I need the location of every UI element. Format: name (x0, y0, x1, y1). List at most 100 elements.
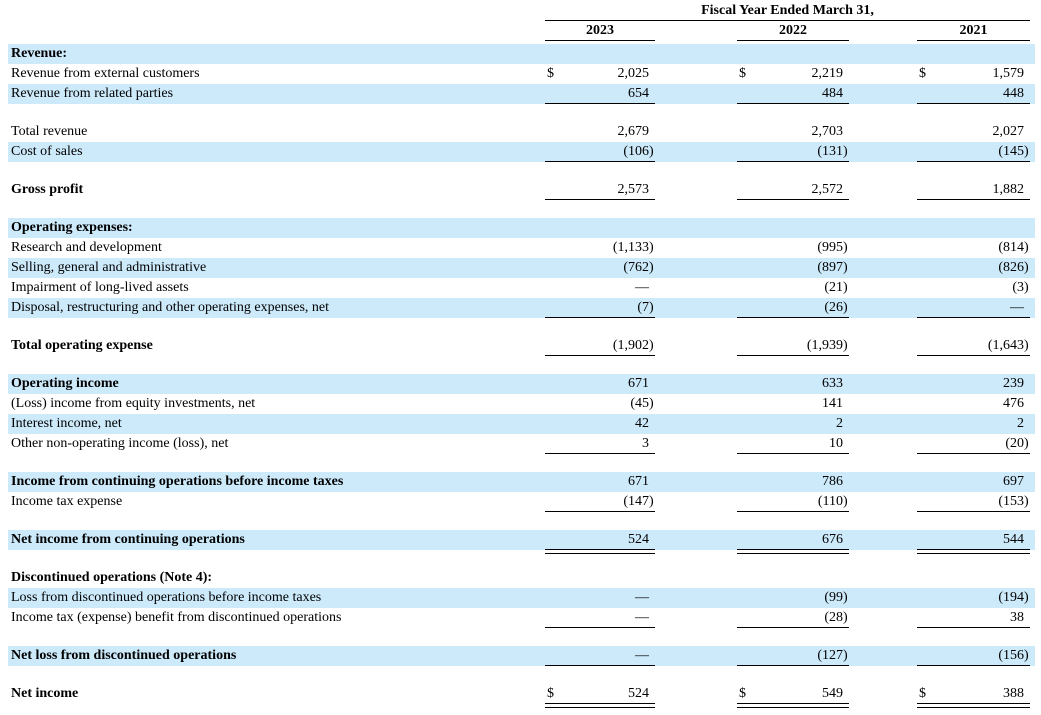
year-column-2022: 2022 (737, 21, 849, 41)
dollar-sign (737, 588, 739, 608)
dollar-sign (737, 278, 739, 298)
column-gap (655, 180, 737, 200)
value-text: (145) (998, 144, 1029, 159)
value-cell-2023: (762) (545, 258, 655, 278)
value-text: 2,025 (617, 66, 650, 81)
value-text: — (635, 648, 649, 663)
value-cell-2023 (545, 44, 655, 64)
dollar-sign: $ (919, 66, 926, 81)
year-columns-row: 2023 2022 2021 (8, 21, 1035, 41)
fiscal-year-header: Fiscal Year Ended March 31, (545, 2, 1030, 21)
column-gap (849, 278, 917, 298)
table-row: Income from continuing operations before… (8, 472, 1035, 492)
row-label: Research and development (11, 240, 162, 255)
value-cell-2023: 524 (545, 530, 655, 554)
table-row: Loss from discontinued operations before… (8, 588, 1035, 608)
header-label-spacer (8, 21, 545, 41)
row-label: Impairment of long-lived assets (11, 280, 189, 295)
column-gap (655, 646, 737, 666)
column-gap (655, 142, 737, 162)
column-gap (849, 568, 917, 588)
value-cell-2023: — (545, 608, 655, 628)
value-text: 1,579 (992, 66, 1025, 81)
column-gap (655, 414, 737, 434)
value-cell-2022: 2,703 (737, 122, 849, 142)
dollar-sign (917, 414, 919, 434)
dollar-sign (545, 472, 547, 492)
value-cell-2023: — (545, 278, 655, 298)
dollar-sign (737, 122, 739, 142)
row-label: Discontinued operations (Note 4): (11, 570, 213, 585)
value-text (649, 44, 655, 64)
dollar-sign (737, 374, 739, 394)
table-row: Income tax (expense) benefit from discon… (8, 608, 1035, 628)
value-cell-2022: (127) (737, 646, 849, 666)
row-label: Revenue: (11, 46, 67, 61)
column-gap (849, 684, 917, 704)
dollar-sign (917, 588, 919, 608)
value-cell-2023: $2,025 (545, 64, 655, 84)
value-text: 671 (628, 474, 649, 489)
dollar-sign (917, 434, 919, 453)
dollar-sign (917, 530, 919, 550)
dollar-sign (917, 472, 919, 492)
column-gap (849, 142, 917, 162)
column-gap (849, 64, 917, 84)
table-row: Gross profit 2,573 2,572 1,882 (8, 180, 1035, 200)
table-row: Total revenue 2,679 2,703 2,027 (8, 122, 1035, 142)
column-gap (655, 84, 737, 104)
value-text: 10 (829, 436, 843, 451)
value-cell-2021: (826) (917, 258, 1030, 278)
column-gap (849, 588, 917, 608)
value-text: 524 (628, 532, 649, 547)
column-gap (849, 218, 917, 238)
row-label: Selling, general and administrative (11, 260, 207, 275)
table-row: Total operating expense (1,902) (1,939) (1,… (8, 336, 1035, 356)
value-text: (7) (637, 300, 654, 315)
dollar-sign (917, 298, 919, 317)
dollar-sign (737, 84, 739, 103)
value-cell-2023: (45) (545, 394, 655, 414)
dollar-sign (545, 394, 547, 414)
value-text: (147) (623, 494, 654, 509)
column-gap (849, 84, 917, 104)
value-cell-2023 (545, 568, 655, 588)
table-row: Net income $524 $549 $388 (8, 684, 1035, 708)
row-label: Loss from discontinued operations before… (11, 590, 322, 605)
value-cell-2022: 786 (737, 472, 849, 492)
value-cell-2021: (20) (917, 434, 1030, 454)
value-text (843, 568, 849, 588)
dollar-sign (737, 646, 739, 665)
table-row: Other non-operating income (loss), net 3 1… (8, 434, 1035, 454)
value-cell-2022: (21) (737, 278, 849, 298)
value-text (649, 218, 655, 238)
value-cell-2021 (917, 44, 1030, 64)
value-text: (110) (817, 494, 848, 509)
value-cell-2021: (194) (917, 588, 1030, 608)
dollar-sign (737, 298, 739, 317)
value-text: (21) (824, 280, 848, 295)
dollar-sign (545, 588, 547, 608)
value-text: 2,573 (617, 182, 650, 197)
value-text: (28) (824, 610, 848, 625)
column-gap (849, 21, 917, 41)
table-row: Selling, general and administrative (762)… (8, 258, 1035, 278)
dollar-sign (545, 84, 547, 103)
column-gap (849, 608, 917, 628)
dollar-sign (737, 492, 739, 511)
column-gap (849, 44, 917, 64)
spacer-row (0, 200, 1041, 218)
value-text: 786 (822, 474, 843, 489)
value-text: (131) (817, 144, 848, 159)
value-cell-2022: 484 (737, 84, 849, 104)
value-cell-2022: (897) (737, 258, 849, 278)
value-cell-2022: (1,939) (737, 336, 849, 356)
value-cell-2021: (1,643) (917, 336, 1030, 356)
dollar-sign (737, 258, 739, 278)
value-cell-2023: 654 (545, 84, 655, 104)
value-text: (127) (817, 648, 848, 663)
spacer-row (0, 104, 1041, 122)
value-cell-2023: 671 (545, 374, 655, 394)
dollar-sign (545, 608, 547, 627)
value-text: (153) (998, 494, 1029, 509)
